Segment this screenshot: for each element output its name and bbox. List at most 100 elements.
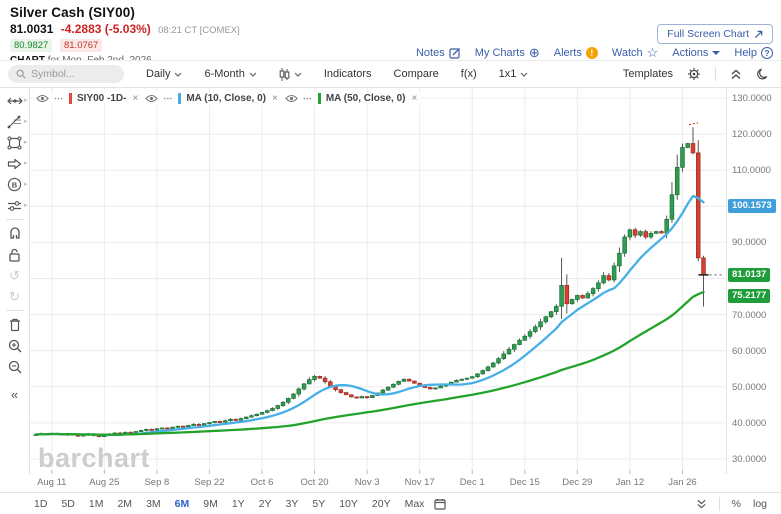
help-link[interactable]: Help ? xyxy=(734,47,773,59)
arrow-annotation-tool[interactable]: ▸ xyxy=(2,153,28,174)
price-change: -4.2883 (-5.03%) xyxy=(60,22,151,36)
chart-type-dropdown[interactable] xyxy=(279,67,302,81)
undo-button[interactable]: ↺ xyxy=(9,268,20,283)
indicators-label: Indicators xyxy=(323,68,372,80)
range-button-6m[interactable]: 6M xyxy=(174,497,190,510)
sidebar-divider xyxy=(5,219,24,220)
visibility-eye-icon[interactable] xyxy=(145,94,159,103)
tool-expand-arrow[interactable]: ▸ xyxy=(23,202,28,209)
range-button-10y[interactable]: 10Y xyxy=(339,497,358,510)
period-dropdown[interactable]: Daily xyxy=(146,68,182,80)
range-button-5d[interactable]: 5D xyxy=(61,497,75,510)
chevron-down-icon xyxy=(294,72,302,77)
visibility-eye-icon[interactable] xyxy=(36,94,49,103)
magnet-mode-button[interactable] xyxy=(2,223,28,244)
barchart-watermark: barchart xyxy=(38,443,151,473)
legend-options-icon[interactable]: ⋯ xyxy=(54,93,64,103)
x-axis-label: Jan 26 xyxy=(668,477,697,488)
compare-label: Compare xyxy=(393,68,439,80)
fx-expressions-button[interactable]: f(x) xyxy=(461,68,477,80)
symbol-title: Silver Cash (SIY00) xyxy=(10,5,135,20)
full-screen-chart-label: Full Screen Chart xyxy=(667,28,749,40)
y-axis-label: 50.0000 xyxy=(732,381,767,393)
candlestick-chart[interactable] xyxy=(30,88,726,474)
tool-expand-arrow[interactable]: ▸ xyxy=(23,97,28,104)
shapes-tool[interactable]: ▸ xyxy=(2,132,28,153)
legend-options-icon[interactable]: ⋯ xyxy=(163,93,174,103)
tool-expand-arrow[interactable]: ▸ xyxy=(23,118,28,125)
collapse-panel-icon[interactable] xyxy=(696,499,707,509)
collapse-sidebar-button[interactable]: « xyxy=(10,387,19,402)
text-annotation-tool[interactable]: B ▸ xyxy=(2,174,28,195)
tool-expand-arrow[interactable]: ▸ xyxy=(23,181,28,188)
percent-scale-toggle[interactable]: % xyxy=(731,497,741,510)
time-axis[interactable]: Aug 11 Aug 25 Sep 8 Sep 22 Oct 6 Oct 20 Nov 3 N… xyxy=(30,474,726,492)
chevron-down-icon xyxy=(174,72,182,77)
delete-drawings-button[interactable] xyxy=(2,314,28,335)
range-button-1y[interactable]: 1Y xyxy=(231,497,245,510)
y-axis-label: 120.0000 xyxy=(732,129,772,141)
calendar-icon[interactable] xyxy=(434,498,447,510)
actions-menu[interactable]: Actions xyxy=(672,47,721,59)
range-button-max[interactable]: Max xyxy=(404,497,425,510)
notes-label: Notes xyxy=(415,47,445,59)
remove-series-icon[interactable]: × xyxy=(271,93,278,104)
chart-toolbar: Symbol... Daily 6-Month Indicators Compa… xyxy=(0,60,781,88)
drawing-tools-sidebar: ▸ ▸ ▸ ▸ B ▸ ▸ xyxy=(0,88,30,474)
price-chart-plot[interactable]: barchart ⋯ SIY00 -1D- × ⋯ MA (10, Close,… xyxy=(30,88,726,474)
redo-button[interactable]: ↻ xyxy=(9,289,20,304)
templates-button[interactable]: Templates xyxy=(622,68,673,80)
remove-series-icon[interactable]: × xyxy=(411,93,418,104)
notes-link[interactable]: Notes xyxy=(416,47,461,59)
dark-mode-moon-icon[interactable] xyxy=(756,68,769,81)
range-button-1m[interactable]: 1M xyxy=(88,497,104,510)
my-charts-link[interactable]: My Charts ⊕ xyxy=(475,46,540,59)
tool-expand-arrow[interactable]: ▸ xyxy=(23,139,28,146)
svg-text:B: B xyxy=(12,180,18,189)
range-button-5y[interactable]: 5Y xyxy=(312,497,326,510)
settings-sliders-tool[interactable]: ▸ xyxy=(2,195,28,216)
range-button-1d[interactable]: 1D xyxy=(34,497,48,510)
series-color-swatch xyxy=(69,93,72,104)
trend-line-tool[interactable]: ▸ xyxy=(2,111,28,132)
x-axis-label: Jan 12 xyxy=(615,477,645,488)
collapse-toolbar-icon[interactable] xyxy=(730,69,742,80)
range-button-2m[interactable]: 2M xyxy=(117,497,133,510)
legend-options-icon[interactable]: ⋯ xyxy=(302,93,313,103)
compare-button[interactable]: Compare xyxy=(394,68,439,80)
ma10-label: MA (10, Close, 0) xyxy=(186,93,266,104)
lock-drawings-button[interactable] xyxy=(2,244,28,265)
range-button-9m[interactable]: 9M xyxy=(203,497,218,510)
range-button-3m[interactable]: 3M xyxy=(146,497,161,510)
y-axis-label: 60.0000 xyxy=(732,345,767,357)
fx-label: f(x) xyxy=(460,68,477,80)
visibility-eye-icon[interactable] xyxy=(285,94,298,103)
watch-link[interactable]: Watch ☆ xyxy=(612,46,658,59)
zoom-out-button[interactable] xyxy=(2,356,28,377)
expand-icon xyxy=(754,30,763,38)
symbol-search-input[interactable]: Symbol... xyxy=(8,65,124,83)
series-color-swatch xyxy=(317,93,321,104)
x-axis-label: Dec 1 xyxy=(459,477,485,488)
price-axis[interactable]: 130.0000120.0000110.0000100.000090.00008… xyxy=(726,88,781,474)
tool-expand-arrow[interactable]: ▸ xyxy=(23,160,28,167)
quote-header: Silver Cash (SIY00) 81.0031 -4.2883 (-5.… xyxy=(0,0,781,66)
search-icon xyxy=(16,69,26,79)
log-scale-toggle[interactable]: log xyxy=(752,497,767,510)
ma50-price-badge: 75.2177 xyxy=(728,288,771,303)
remove-series-icon[interactable]: × xyxy=(132,93,139,104)
alerts-link[interactable]: Alerts ! xyxy=(554,47,598,59)
range-dropdown[interactable]: 6-Month xyxy=(204,68,257,80)
x-axis-label: Oct 6 xyxy=(250,477,274,488)
full-screen-chart-button[interactable]: Full Screen Chart xyxy=(657,24,773,44)
gear-icon[interactable] xyxy=(687,67,701,81)
range-button-2y[interactable]: 2Y xyxy=(258,497,272,510)
range-button-20y[interactable]: 20Y xyxy=(371,497,391,510)
chart-main-area: ▸ ▸ ▸ ▸ B ▸ ▸ xyxy=(0,88,781,474)
range-button-3y[interactable]: 3Y xyxy=(285,497,299,510)
cursor-crosshair-tool[interactable]: ▸ xyxy=(2,90,28,111)
indicators-button[interactable]: Indicators xyxy=(324,68,372,80)
grid-layout-dropdown[interactable]: 1x1 xyxy=(499,68,529,80)
zoom-in-button[interactable] xyxy=(2,335,28,356)
grid-layout-label: 1x1 xyxy=(498,68,517,80)
